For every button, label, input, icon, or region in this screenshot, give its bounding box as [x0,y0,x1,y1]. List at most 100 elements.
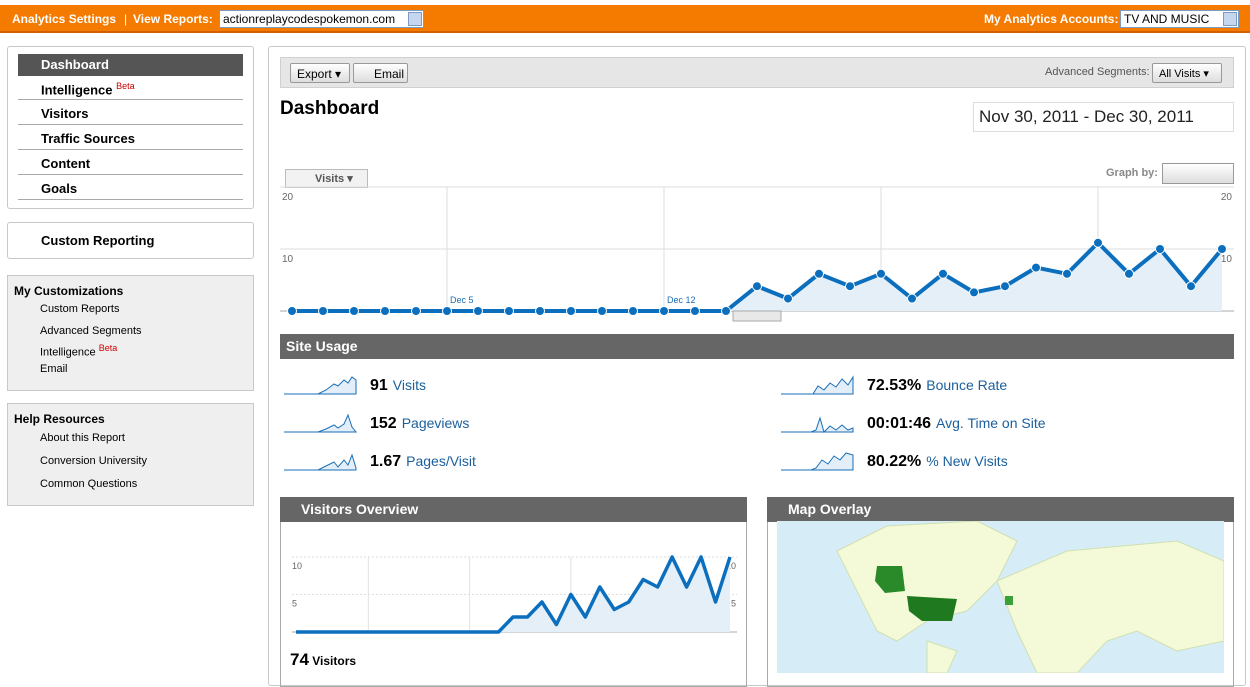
link[interactable]: About this Report [40,432,125,444]
beta: Beta [116,81,135,91]
email-button[interactable]: Email [353,63,408,83]
data-point [907,293,917,304]
data-point [1124,268,1134,279]
link-label: Intelligence [40,346,96,359]
data-point [721,306,731,316]
data-point [1155,244,1165,254]
metric-link[interactable]: Pageviews [401,415,470,431]
segment-select[interactable]: All Visits ▾ [1152,63,1222,83]
nav-item[interactable]: Dashboard [18,54,243,76]
total-value: 74 [290,650,309,669]
toolbar [280,57,1234,88]
data-point [597,306,607,316]
section-title: Help Resources [14,412,105,426]
data-point [1000,281,1010,292]
link[interactable]: Conversion University [40,455,147,467]
metric: 00:01:46 Avg. Time on Site [867,415,1046,433]
data-point [938,268,948,279]
metric: 1.67 Pages/Visit [370,453,476,471]
profile-select[interactable]: actionreplaycodespokemon.com [219,10,424,28]
nav-item[interactable]: Traffic Sources [18,128,243,150]
link[interactable]: Common Questions [40,478,138,490]
data-point [411,306,421,316]
total-label: Visitors [312,654,357,668]
metric-link[interactable]: % New Visits [926,453,1008,469]
link[interactable]: Custom Reports [40,303,120,315]
label: Export [297,67,332,81]
metric-value: 91 [370,377,388,394]
metric-link[interactable]: Pages/Visit [406,453,476,469]
y-tick-label: 10 [1221,254,1233,265]
y-tick-label: 5 [731,599,736,609]
collapse-handle[interactable] [732,310,782,322]
account-select[interactable]: TV AND MUSIC [1120,10,1239,28]
visitors-chart: 5 5 10 10 [292,555,737,634]
sparklines [284,375,854,471]
graph-by-buttons[interactable] [1162,163,1234,184]
export-button[interactable]: Export ▾ [290,63,350,83]
data-point [287,306,297,316]
data-point [876,268,886,279]
link[interactable]: Intelligence Beta [22,343,117,359]
top-bar: Analytics Settings | View Reports: actio… [0,5,1250,33]
y-tick-label: 10 [292,561,302,571]
nav-item[interactable]: Visitors [18,103,243,125]
panel-title: Map Overlay [767,497,1234,522]
label: All Visits [1159,68,1201,80]
metric-link[interactable]: Visits [392,377,426,393]
nav-item[interactable]: Content [18,153,243,175]
world-map [777,521,1224,673]
area [292,242,1222,311]
beta: Beta [98,343,118,353]
area [296,557,730,632]
nav-item[interactable]: Intelligence Beta [18,78,243,100]
custom-reporting[interactable]: Custom Reporting [7,222,254,259]
x-tick-label: Dec 12 [667,295,696,305]
panel-title: Visitors Overview [280,497,747,522]
link[interactable]: Advanced Segments [40,325,142,337]
data-point [566,306,576,316]
data-point [1093,237,1103,248]
data-point [1062,268,1072,279]
data-point [349,306,359,316]
data-point [690,306,700,316]
metric-value: 152 [370,415,397,432]
link[interactable]: Email [40,363,68,375]
data-point [535,306,545,316]
y-tick-label: 20 [1221,192,1233,203]
metric: 91 Visits [370,377,426,395]
data-point [504,306,514,316]
page: Analytics Settings | View Reports: actio… [0,5,1250,687]
metric: 72.53% Bounce Rate [867,377,1007,395]
data-point [318,306,328,316]
customizations-box: My Customizations Custom Reports Advance… [7,275,254,391]
nav-label: Intelligence [41,82,113,98]
analytics-settings[interactable]: Analytics Settings [12,12,117,26]
profile: actionreplaycodespokemon.com [223,12,396,26]
section-header: Site Usage [280,334,1234,359]
date-range[interactable]: Nov 30, 2011 - Dec 30, 2011 [973,102,1234,132]
y-tick-label: 20 [282,192,294,203]
x-tick-label: Dec 5 [450,295,474,305]
data-point [969,287,979,298]
data-point [442,306,452,316]
metric-link[interactable]: Avg. Time on Site [936,415,1046,431]
metric-value: 00:01:46 [867,415,932,432]
data-point [380,306,390,316]
page-title: Dashboard [280,98,380,119]
data-point [1217,244,1227,254]
account: TV AND MUSIC [1124,12,1210,26]
metric: 152 Pageviews [370,415,469,433]
metric-label: Visits [315,173,345,185]
help-box: Help Resources About this Report Convers… [7,403,254,506]
nav-item[interactable]: Goals [18,178,243,200]
view-reports-label: View Reports: [133,12,213,26]
accounts-label: My Analytics Accounts: [984,12,1119,26]
series-line [296,555,732,634]
section-title: My Customizations [14,284,124,298]
y-tick-label: 10 [282,254,294,265]
metric-value: 1.67 [370,453,402,470]
data-point [845,281,855,292]
metric-link[interactable]: Bounce Rate [926,377,1008,393]
